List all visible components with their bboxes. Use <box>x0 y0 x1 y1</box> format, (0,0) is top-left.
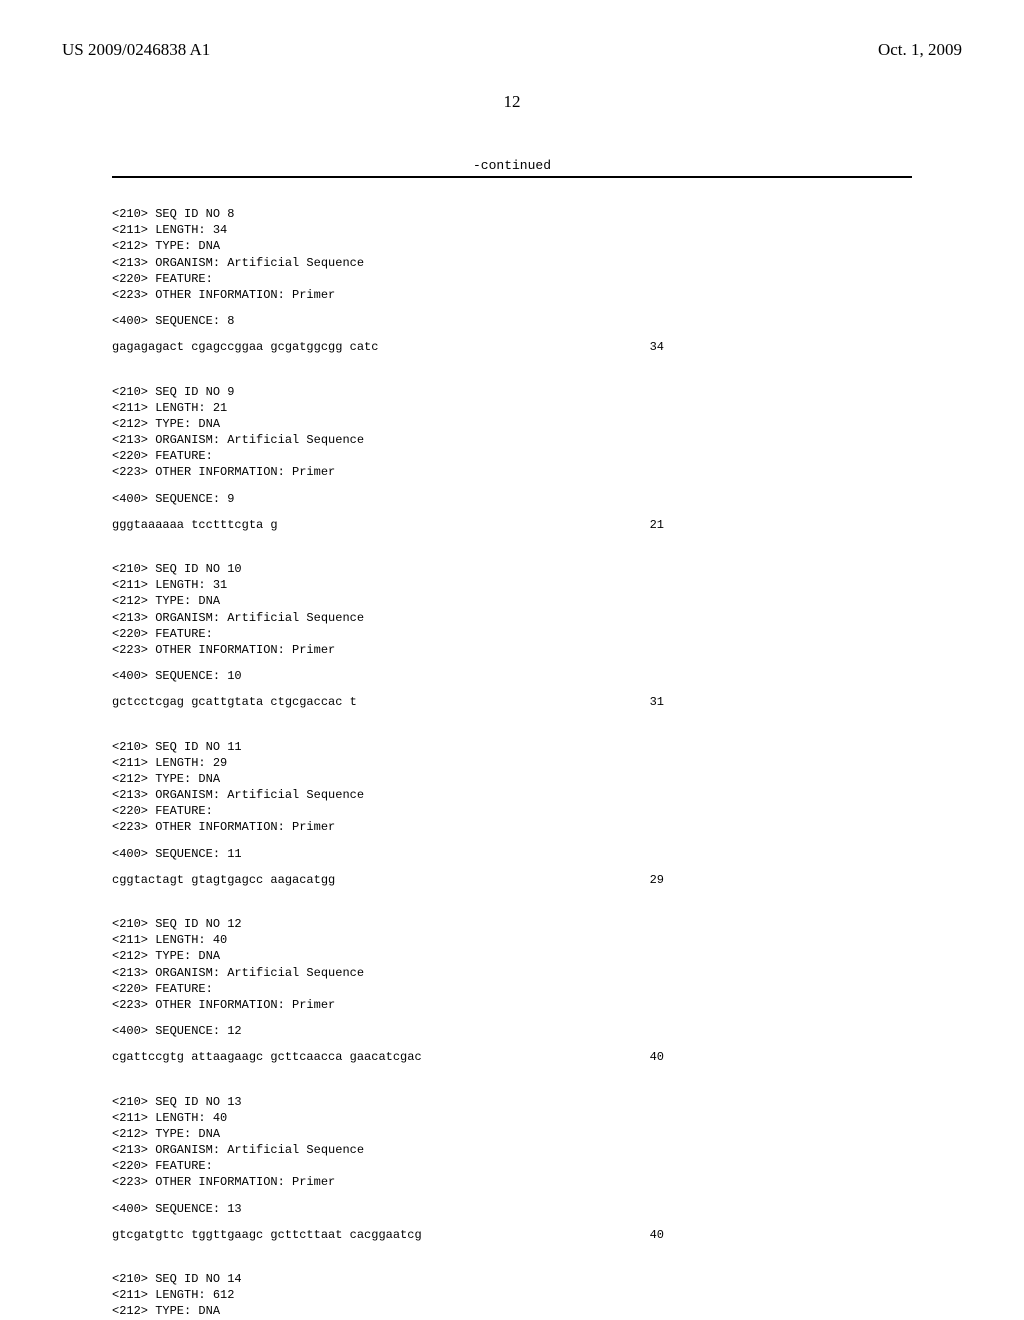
seq-id-line: <210> SEQ ID NO 13 <box>112 1095 242 1109</box>
seq-header: <210> SEQ ID NO 14 <211> LENGTH: 612 <21… <box>112 1271 912 1320</box>
rule-bottom <box>112 177 912 178</box>
seq-row: gctcctcgag gcattgtata ctgcgaccac t 31 <box>112 694 912 710</box>
seq-length-line: <211> LENGTH: 612 <box>112 1288 234 1302</box>
seq-id-line: <210> SEQ ID NO 11 <box>112 740 242 754</box>
seq-feature-line: <220> FEATURE: <box>112 982 213 996</box>
seq-feature-line: <220> FEATURE: <box>112 627 213 641</box>
seq-id-line: <210> SEQ ID NO 8 <box>112 207 234 221</box>
seq-text: gctcctcgag gcattgtata ctgcgaccac t <box>112 694 357 710</box>
seq-400-label: <400> SEQUENCE: 12 <box>112 1023 912 1039</box>
sequence-block: <210> SEQ ID NO 10 <211> LENGTH: 31 <212… <box>112 561 912 711</box>
page-number: 12 <box>62 92 962 112</box>
seq-otherinfo-line: <223> OTHER INFORMATION: Primer <box>112 820 335 834</box>
seq-type-line: <212> TYPE: DNA <box>112 594 220 608</box>
seq-length-right: 29 <box>650 872 912 888</box>
seq-type-line: <212> TYPE: DNA <box>112 417 220 431</box>
seq-id-line: <210> SEQ ID NO 10 <box>112 562 242 576</box>
seq-organism-line: <213> ORGANISM: Artificial Sequence <box>112 1143 364 1157</box>
seq-length-right: 31 <box>650 694 912 710</box>
seq-header: <210> SEQ ID NO 12 <211> LENGTH: 40 <212… <box>112 916 912 1013</box>
seq-id-line: <210> SEQ ID NO 14 <box>112 1272 242 1286</box>
publication-date: Oct. 1, 2009 <box>878 40 962 60</box>
seq-400-label: <400> SEQUENCE: 9 <box>112 491 912 507</box>
seq-row: gagagagact cgagccggaa gcgatggcgg catc 34 <box>112 339 912 355</box>
sequence-block: <210> SEQ ID NO 8 <211> LENGTH: 34 <212>… <box>112 206 912 356</box>
seq-type-line: <212> TYPE: DNA <box>112 1304 220 1318</box>
seq-400-label: <400> SEQUENCE: 8 <box>112 313 912 329</box>
seq-400-label: <400> SEQUENCE: 11 <box>112 846 912 862</box>
seq-header: <210> SEQ ID NO 8 <211> LENGTH: 34 <212>… <box>112 206 912 303</box>
seq-header: <210> SEQ ID NO 13 <211> LENGTH: 40 <212… <box>112 1094 912 1191</box>
sequence-block: <210> SEQ ID NO 11 <211> LENGTH: 29 <212… <box>112 739 912 889</box>
seq-header: <210> SEQ ID NO 11 <211> LENGTH: 29 <212… <box>112 739 912 836</box>
seq-length-line: <211> LENGTH: 29 <box>112 756 227 770</box>
sequence-block: <210> SEQ ID NO 14 <211> LENGTH: 612 <21… <box>112 1271 912 1320</box>
seq-length-line: <211> LENGTH: 34 <box>112 223 227 237</box>
seq-feature-line: <220> FEATURE: <box>112 1159 213 1173</box>
seq-header: <210> SEQ ID NO 9 <211> LENGTH: 21 <212>… <box>112 384 912 481</box>
seq-row: gtcgatgttc tggttgaagc gcttcttaat cacggaa… <box>112 1227 912 1243</box>
seq-text: gggtaaaaaa tcctttcgta g <box>112 517 278 533</box>
seq-length-line: <211> LENGTH: 40 <box>112 933 227 947</box>
continued-label: -continued <box>62 158 962 173</box>
sequence-block: <210> SEQ ID NO 13 <211> LENGTH: 40 <212… <box>112 1094 912 1244</box>
seq-organism-line: <213> ORGANISM: Artificial Sequence <box>112 433 364 447</box>
seq-text: cgattccgtg attaagaagc gcttcaacca gaacatc… <box>112 1049 422 1065</box>
seq-feature-line: <220> FEATURE: <box>112 804 213 818</box>
seq-otherinfo-line: <223> OTHER INFORMATION: Primer <box>112 1175 335 1189</box>
seq-organism-line: <213> ORGANISM: Artificial Sequence <box>112 611 364 625</box>
seq-organism-line: <213> ORGANISM: Artificial Sequence <box>112 256 364 270</box>
seq-feature-line: <220> FEATURE: <box>112 272 213 286</box>
seq-length-line: <211> LENGTH: 40 <box>112 1111 227 1125</box>
seq-organism-line: <213> ORGANISM: Artificial Sequence <box>112 788 364 802</box>
seq-length-right: 21 <box>650 517 912 533</box>
seq-header: <210> SEQ ID NO 10 <211> LENGTH: 31 <212… <box>112 561 912 658</box>
seq-otherinfo-line: <223> OTHER INFORMATION: Primer <box>112 998 335 1012</box>
seq-type-line: <212> TYPE: DNA <box>112 1127 220 1141</box>
seq-type-line: <212> TYPE: DNA <box>112 949 220 963</box>
seq-id-line: <210> SEQ ID NO 9 <box>112 385 234 399</box>
sequence-listing: <210> SEQ ID NO 8 <211> LENGTH: 34 <212>… <box>112 206 912 1320</box>
sequence-block: <210> SEQ ID NO 9 <211> LENGTH: 21 <212>… <box>112 384 912 534</box>
seq-length-line: <211> LENGTH: 31 <box>112 578 227 592</box>
seq-length-line: <211> LENGTH: 21 <box>112 401 227 415</box>
sequence-block: <210> SEQ ID NO 12 <211> LENGTH: 40 <212… <box>112 916 912 1066</box>
seq-feature-line: <220> FEATURE: <box>112 449 213 463</box>
seq-400-label: <400> SEQUENCE: 13 <box>112 1201 912 1217</box>
seq-length-right: 40 <box>650 1227 912 1243</box>
seq-length-right: 40 <box>650 1049 912 1065</box>
seq-row: cgattccgtg attaagaagc gcttcaacca gaacatc… <box>112 1049 912 1065</box>
page-header: US 2009/0246838 A1 Oct. 1, 2009 <box>62 40 962 60</box>
seq-row: cggtactagt gtagtgagcc aagacatgg 29 <box>112 872 912 888</box>
seq-type-line: <212> TYPE: DNA <box>112 239 220 253</box>
seq-row: gggtaaaaaa tcctttcgta g 21 <box>112 517 912 533</box>
seq-otherinfo-line: <223> OTHER INFORMATION: Primer <box>112 288 335 302</box>
seq-type-line: <212> TYPE: DNA <box>112 772 220 786</box>
seq-text: cggtactagt gtagtgagcc aagacatgg <box>112 872 335 888</box>
seq-text: gtcgatgttc tggttgaagc gcttcttaat cacggaa… <box>112 1227 422 1243</box>
seq-id-line: <210> SEQ ID NO 12 <box>112 917 242 931</box>
seq-400-label: <400> SEQUENCE: 10 <box>112 668 912 684</box>
seq-otherinfo-line: <223> OTHER INFORMATION: Primer <box>112 643 335 657</box>
seq-length-right: 34 <box>650 339 912 355</box>
publication-number: US 2009/0246838 A1 <box>62 40 210 60</box>
seq-text: gagagagact cgagccggaa gcgatggcgg catc <box>112 339 378 355</box>
seq-organism-line: <213> ORGANISM: Artificial Sequence <box>112 966 364 980</box>
seq-otherinfo-line: <223> OTHER INFORMATION: Primer <box>112 465 335 479</box>
